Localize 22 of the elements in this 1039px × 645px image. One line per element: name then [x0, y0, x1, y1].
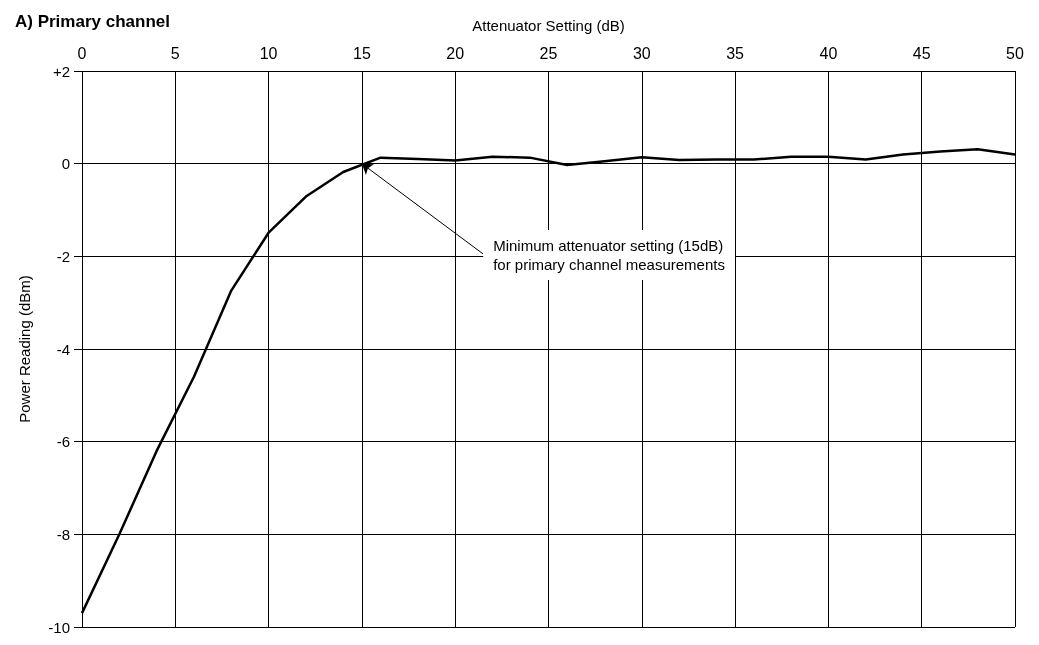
- x-tick-label: 45: [912, 44, 931, 62]
- y-tick-label: -2: [56, 247, 70, 265]
- x-tick-label: 10: [259, 44, 278, 62]
- x-tick-label: 25: [539, 44, 558, 62]
- y-tick-label: -4: [56, 340, 70, 358]
- x-tick-label: 0: [77, 44, 87, 62]
- x-tick-label: 5: [170, 44, 180, 62]
- x-tick-label: 50: [1006, 44, 1024, 62]
- y-tick-label: 0: [61, 155, 70, 173]
- y-tick-label: +2: [52, 62, 70, 80]
- y-tick-label: -6: [56, 433, 70, 451]
- x-tick-label: 15: [353, 44, 371, 62]
- x-tick-label: 20: [446, 44, 465, 62]
- chart-title: A) Primary channel: [15, 12, 170, 31]
- y-tick-label: -10: [48, 618, 70, 636]
- x-axis-title: Attenuator Setting (dB): [472, 17, 625, 34]
- x-tick-label: 30: [632, 44, 651, 62]
- x-tick-label: 35: [726, 44, 745, 62]
- y-axis-title: Power Reading (dBm): [16, 275, 33, 423]
- annotation: Minimum attenuator setting (15dB) for primary channel measurements: [493, 237, 725, 274]
- x-tick-label: 40: [819, 44, 838, 62]
- y-tick-label: -8: [56, 525, 70, 543]
